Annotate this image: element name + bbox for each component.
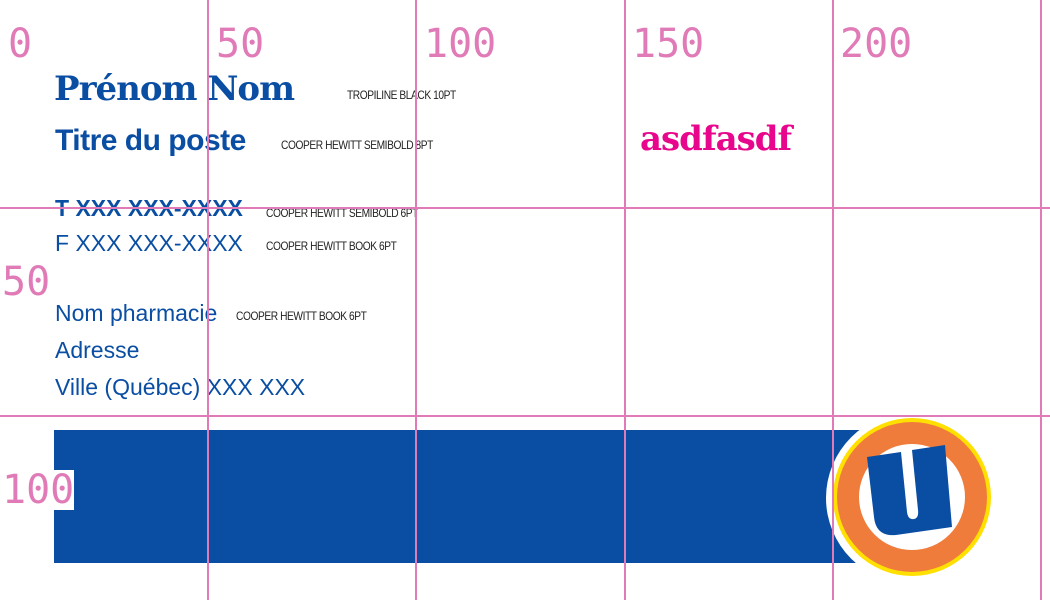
- grid-line: [207, 0, 209, 600]
- grid-line: [0, 207, 1050, 209]
- name: Prénom Nom: [54, 69, 295, 109]
- grid-label: 150: [632, 21, 705, 67]
- grid-label: 100: [2, 467, 75, 513]
- grid-label: 200: [840, 21, 913, 67]
- name-note: TROPILINE BLACK 10PT: [347, 88, 456, 102]
- fax-note: COOPER HEWITT BOOK 6PT: [266, 239, 397, 253]
- grid-line: [0, 415, 1050, 417]
- grid-line: [1040, 0, 1042, 600]
- grid-line: [415, 0, 417, 600]
- pharmacy-note: COOPER HEWITT BOOK 6PT: [236, 309, 367, 323]
- title-note: COOPER HEWITT SEMIBOLD 8PT: [281, 138, 433, 152]
- grid-label: 0: [8, 21, 33, 67]
- city: Ville (Québec) XXX XXX: [55, 374, 306, 400]
- grid-label: 50: [216, 21, 265, 67]
- phone-note: COOPER HEWITT SEMIBOLD 6PT: [266, 206, 418, 220]
- fax: F XXX XXX-XXXX: [55, 230, 243, 256]
- grid-line: [624, 0, 626, 600]
- grid-label: 50: [2, 259, 51, 305]
- job-title: Titre du poste: [55, 124, 246, 157]
- pharmacy: Nom pharmacie: [55, 300, 218, 326]
- brand-bar: [54, 430, 860, 563]
- address: Adresse: [55, 337, 140, 363]
- grid-line: [832, 0, 834, 600]
- overlay-text: asdfasdf: [640, 119, 792, 159]
- logo-u-icon: [826, 412, 998, 584]
- grid-label: 100: [424, 21, 497, 67]
